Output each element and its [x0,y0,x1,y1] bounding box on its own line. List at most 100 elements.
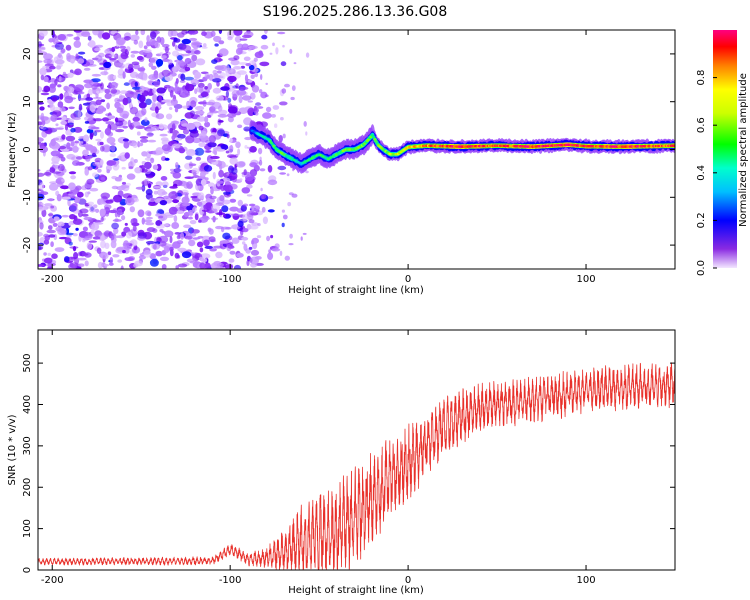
spectrogram-noise-blob [207,82,212,90]
spectrogram-noise-blob [212,87,222,94]
spectrogram-noise-blob [175,265,179,269]
spectrogram-noise-blob [77,110,82,119]
spectrogram-noise-blob [201,209,210,213]
spectrogram-noise-blob [204,121,211,128]
spectrogram-noise-blob [99,141,104,146]
spectrogram-noise-blob [174,107,179,113]
spectrogram-noise-blob [289,48,293,54]
spectrogram-noise-blob [169,186,178,189]
spectrogram-noise-blob [195,156,202,161]
spectrogram-y-tick-label: 10 [22,95,33,108]
spectrogram-noise-blob [258,50,263,56]
spectrogram-noise-blob [180,73,186,82]
spectrogram-noise-blob [121,215,126,221]
spectrogram-noise-blob [267,209,275,213]
spectrogram-noise-blob [95,208,100,213]
spectrogram-noise-blob [246,194,253,197]
spectrogram-noise-blob [100,71,109,76]
spectrogram-noise-blob [255,102,262,106]
spectrogram-noise-blob [91,84,98,90]
spectrogram-noise-blob [238,95,243,104]
spectrogram-noise-blob [222,232,231,240]
spectrogram-noise-blob [43,239,50,245]
spectrogram-noise-blob [229,138,233,143]
spectrogram-noise-blob [147,211,152,217]
spectrogram-noise-blob [233,66,242,70]
spectrogram-noise-blob [77,91,85,95]
spectrogram-noise-blob [107,251,112,256]
spectrogram-noise-blob [43,53,53,60]
spectrogram-noise-blob [173,86,181,92]
spectrogram-noise-blob [100,159,104,166]
spectrogram-noise-blob [173,168,181,173]
spectrogram-noise-blob [108,54,117,58]
spectrogram-noise-blob [230,59,240,66]
spectrogram-noise-blob [128,256,136,261]
spectrogram-noise-blob [169,107,173,110]
spectrogram-noise-blob [242,34,252,39]
spectrogram-noise-blob [46,229,56,234]
spectrogram-noise-blob [220,240,230,244]
spectrogram-noise-blob [181,192,190,196]
spectrogram-noise-blob [69,204,78,212]
spectrogram-noise-blob [78,103,83,111]
spectrogram-noise-blob [59,93,64,100]
spectrogram-noise-blob [209,110,219,114]
spectrogram-noise-blob [235,141,241,149]
spectrogram-noise-blob [205,101,215,106]
spectrogram-noise-blob [40,74,45,81]
spectrogram-noise-blob [121,231,127,237]
spectrogram-noise-blob [133,159,138,163]
spectrogram-noise-blob [109,57,116,61]
spectrogram-noise-blob [278,135,283,143]
spectrogram-noise-blob [144,161,152,170]
spectrogram-noise-blob [227,116,234,123]
spectrogram-noise-blob [39,30,48,37]
spectrogram-noise-blob [165,113,173,120]
spectrogram-noise-blob [250,74,255,79]
spectrogram-noise-blob [124,222,128,226]
spectrogram-noise-blob [96,247,102,254]
spectrogram-noise-blob [124,36,131,41]
spectrogram-noise-blob [261,34,268,40]
spectrogram-noise-blob [189,220,197,225]
spectrogram-noise-blob [231,237,240,244]
spectrogram-noise-blob [205,150,212,153]
spectrogram-noise-blob [270,234,274,239]
spectrogram-noise-blob [49,65,56,70]
spectrogram-noise-blob [239,178,243,181]
spectrogram-noise-blob [163,195,170,199]
spectrogram-noise-blob [269,52,273,55]
spectrogram-noise-blob [107,82,112,90]
spectrogram-noise-blob [148,62,154,68]
spectrogram-noise-blob [128,166,134,170]
spectrogram-noise-blob [153,80,161,87]
spectrogram-noise-blob [57,221,65,227]
spectrogram-noise-blob [171,122,176,131]
spectrogram-noise-blob [57,101,64,108]
spectrogram-noise-blob [74,84,85,92]
spectrogram-noise-blob [268,249,271,254]
spectrogram-noise-blob [171,222,180,229]
spectrogram-noise-blob [184,83,195,92]
colorbar-gradient [713,30,737,268]
spectrogram-noise-blob [230,213,240,217]
spectrogram-noise-blob [116,37,126,46]
spectrogram-noise-blob [92,96,102,100]
colorbar-tick-label: 0.0 [696,260,707,276]
spectrogram-noise-blob [223,214,226,218]
snr-y-tick-label: 0 [22,567,33,573]
spectrogram-noise-blob [204,262,211,269]
spectrogram-noise-blob [73,40,82,48]
spectrogram-noise-blob [113,75,117,80]
spectrogram-noise-blob [213,208,218,214]
spectrogram-noise-blob [47,80,51,83]
spectrogram-noise-blob [184,235,193,240]
spectrogram-noise-blob [207,159,217,163]
spectrogram-noise-blob [95,55,103,62]
spectrogram-noise-blob [172,41,176,47]
spectrogram-noise-blob [280,117,284,121]
spectrogram-noise-blob [70,192,75,199]
spectrogram-noise-blob [242,241,246,245]
spectrogram-noise-blob [95,138,102,142]
